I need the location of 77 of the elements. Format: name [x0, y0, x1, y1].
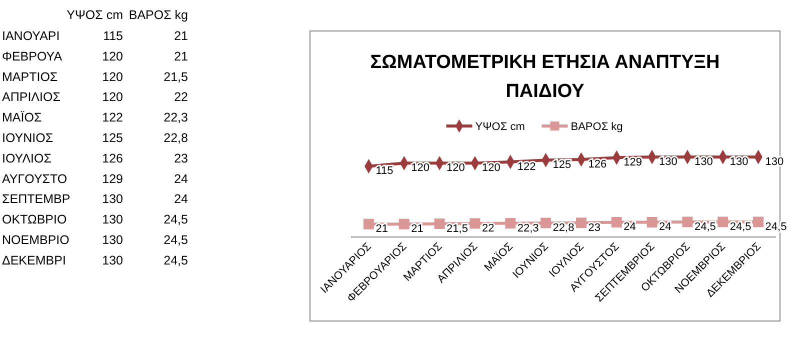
- text: ΥΨΟΣ cm: [66, 8, 123, 22]
- text: 122: [102, 110, 124, 125]
- text: 115: [103, 29, 124, 43]
- text: 120: [102, 90, 124, 104]
- text: 21: [174, 29, 188, 43]
- text: 22,8: [164, 131, 188, 145]
- text: ΙΟΥΝΙΟΣ: [2, 131, 54, 145]
- text: 22,3: [164, 110, 188, 125]
- point: [646, 216, 658, 228]
- data-label: 24,5: [765, 220, 787, 233]
- data-label: 21: [411, 223, 424, 236]
- point: [611, 216, 622, 228]
- data-label: 24,5: [730, 220, 752, 233]
- text: ΙΑΝΟΥΑΡΙ: [2, 29, 60, 43]
- text: ΝΟΕΜΒΡΙΟ: [2, 233, 70, 247]
- text: 129: [102, 172, 124, 186]
- text: 130: [102, 233, 124, 247]
- data-label: 21,5: [446, 222, 468, 235]
- text: 125: [102, 131, 124, 145]
- data-label: 130: [730, 156, 748, 168]
- data-label: 120: [446, 162, 465, 174]
- text: 21,5: [164, 70, 188, 84]
- data-label: 120: [411, 162, 430, 174]
- data-label: 130: [694, 156, 713, 168]
- legend-label: ΒΑΡΟΣ kg: [570, 121, 623, 133]
- data-label: 122: [517, 160, 536, 173]
- data-label: 120: [482, 162, 500, 174]
- text: ΣΕΠΤΕΜΒΡ: [2, 192, 70, 206]
- text: ΑΥΓΟΥΣΤΟ: [2, 172, 68, 186]
- data-label: 23: [588, 222, 600, 234]
- data-label: 130: [659, 156, 678, 168]
- text: 24: [174, 172, 188, 186]
- point: [753, 216, 764, 228]
- text: 130: [102, 192, 124, 206]
- point: [470, 218, 480, 229]
- data-label: 24,5: [694, 220, 716, 233]
- text: ΟΚΤΩΒΡΙΟ: [2, 212, 67, 227]
- point: [540, 218, 552, 228]
- text: 24,5: [164, 212, 188, 227]
- data-label: 22: [482, 222, 494, 234]
- data-label: 129: [624, 156, 642, 169]
- text: ΙΟΥΛΙΟΣ: [2, 151, 52, 166]
- point: [434, 218, 445, 230]
- data-label: 125: [552, 159, 572, 172]
- text: 21: [174, 49, 188, 64]
- text: ΜΑΪΟΣ: [2, 110, 42, 125]
- text: 130: [102, 212, 124, 227]
- text: ΔΕΚΕΜΒΡΙ: [2, 253, 66, 268]
- data-label: 22,8: [552, 222, 574, 234]
- data-label: 24: [624, 221, 636, 234]
- data-label: 22,3: [517, 222, 539, 234]
- text: 120: [102, 70, 124, 84]
- text: ΦΕΒΡΟΥΑ: [2, 49, 63, 64]
- chart-title: ΣΩΜΑΤΟΜΕΤΡΙΚΗ ΕΤΗΣΙΑ ΑΝΑΠΤΥΞΗ ΠΑΙΔΙΟΥ: [370, 52, 720, 102]
- point: [718, 216, 728, 228]
- text: 126: [102, 151, 124, 166]
- text: 24,5: [164, 233, 188, 247]
- point: [363, 218, 374, 230]
- legend-label: ΥΨΟΣ cm: [475, 121, 525, 133]
- point: [505, 218, 516, 229]
- text: 120: [102, 49, 124, 64]
- data-label: 126: [588, 158, 607, 170]
- data-label: 115: [376, 165, 394, 178]
- text: 24: [174, 192, 188, 206]
- point: [398, 218, 410, 230]
- point: [576, 218, 586, 228]
- text: 23: [174, 151, 188, 166]
- text: ΒΑΡΟΣ kg: [128, 8, 188, 22]
- data-label: 24: [659, 221, 672, 234]
- text: 24,5: [164, 253, 188, 268]
- text: 130: [102, 253, 124, 268]
- data-label: 21: [376, 223, 388, 236]
- data-label: 130: [765, 156, 784, 168]
- text: ΜΑΡΤΙΟΣ: [2, 70, 58, 84]
- point: [682, 216, 693, 228]
- text: 22: [174, 90, 188, 104]
- text: ΑΠΡΙΛΙΟΣ: [2, 90, 61, 104]
